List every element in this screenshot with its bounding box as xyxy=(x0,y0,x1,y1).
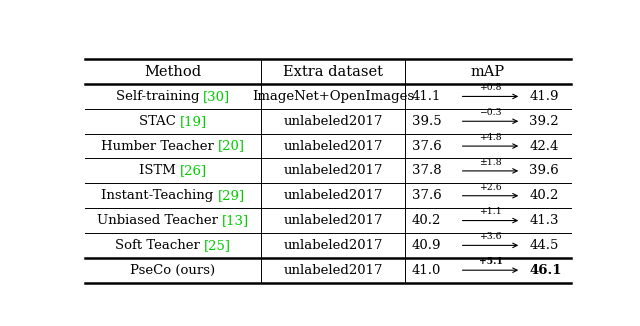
Text: 42.4: 42.4 xyxy=(529,140,559,153)
Text: unlabeled2017: unlabeled2017 xyxy=(284,140,383,153)
Text: Extra dataset: Extra dataset xyxy=(283,65,383,79)
Text: 44.5: 44.5 xyxy=(529,239,559,252)
Text: 39.5: 39.5 xyxy=(412,115,441,128)
Text: 41.3: 41.3 xyxy=(529,214,559,227)
Text: STAC: STAC xyxy=(139,115,180,128)
Text: PseCo (ours): PseCo (ours) xyxy=(131,264,216,277)
Text: ImageNet+OpenImages: ImageNet+OpenImages xyxy=(252,90,414,103)
Text: −0.3: −0.3 xyxy=(479,108,502,117)
Text: +0.8: +0.8 xyxy=(479,83,502,92)
Text: Unbiased Teacher: Unbiased Teacher xyxy=(97,214,222,227)
Text: +1.1: +1.1 xyxy=(479,207,502,216)
Text: 37.8: 37.8 xyxy=(412,164,441,177)
Text: 41.9: 41.9 xyxy=(529,90,559,103)
Text: Soft Teacher: Soft Teacher xyxy=(115,239,204,252)
Text: Humber Teacher: Humber Teacher xyxy=(101,140,218,153)
Text: 40.9: 40.9 xyxy=(412,239,441,252)
Text: ±1.8: ±1.8 xyxy=(479,158,502,167)
Text: ISTM: ISTM xyxy=(139,164,180,177)
Text: unlabeled2017: unlabeled2017 xyxy=(284,214,383,227)
Text: [20]: [20] xyxy=(218,140,245,153)
Text: +3.6: +3.6 xyxy=(479,232,502,241)
Text: [29]: [29] xyxy=(218,189,245,202)
Text: Method: Method xyxy=(145,65,202,79)
Text: [13]: [13] xyxy=(222,214,249,227)
Text: 40.2: 40.2 xyxy=(529,189,559,202)
Text: +5.1: +5.1 xyxy=(479,257,502,266)
Text: [25]: [25] xyxy=(204,239,231,252)
Text: 41.0: 41.0 xyxy=(412,264,441,277)
Text: mAP: mAP xyxy=(471,65,505,79)
Text: unlabeled2017: unlabeled2017 xyxy=(284,189,383,202)
Text: [26]: [26] xyxy=(180,164,207,177)
Text: 40.2: 40.2 xyxy=(412,214,441,227)
Text: 41.1: 41.1 xyxy=(412,90,441,103)
Text: 46.1: 46.1 xyxy=(529,264,562,277)
Text: unlabeled2017: unlabeled2017 xyxy=(284,264,383,277)
Text: Instant-Teaching: Instant-Teaching xyxy=(101,189,218,202)
Text: +2.6: +2.6 xyxy=(479,183,502,191)
Text: Self-training: Self-training xyxy=(116,90,204,103)
Text: 39.2: 39.2 xyxy=(529,115,559,128)
Text: +4.8: +4.8 xyxy=(479,133,502,142)
Text: unlabeled2017: unlabeled2017 xyxy=(284,115,383,128)
Text: unlabeled2017: unlabeled2017 xyxy=(284,239,383,252)
Text: [19]: [19] xyxy=(180,115,207,128)
Text: 37.6: 37.6 xyxy=(412,189,441,202)
Text: unlabeled2017: unlabeled2017 xyxy=(284,164,383,177)
Text: 37.6: 37.6 xyxy=(412,140,441,153)
Text: [30]: [30] xyxy=(204,90,230,103)
Text: 39.6: 39.6 xyxy=(529,164,559,177)
